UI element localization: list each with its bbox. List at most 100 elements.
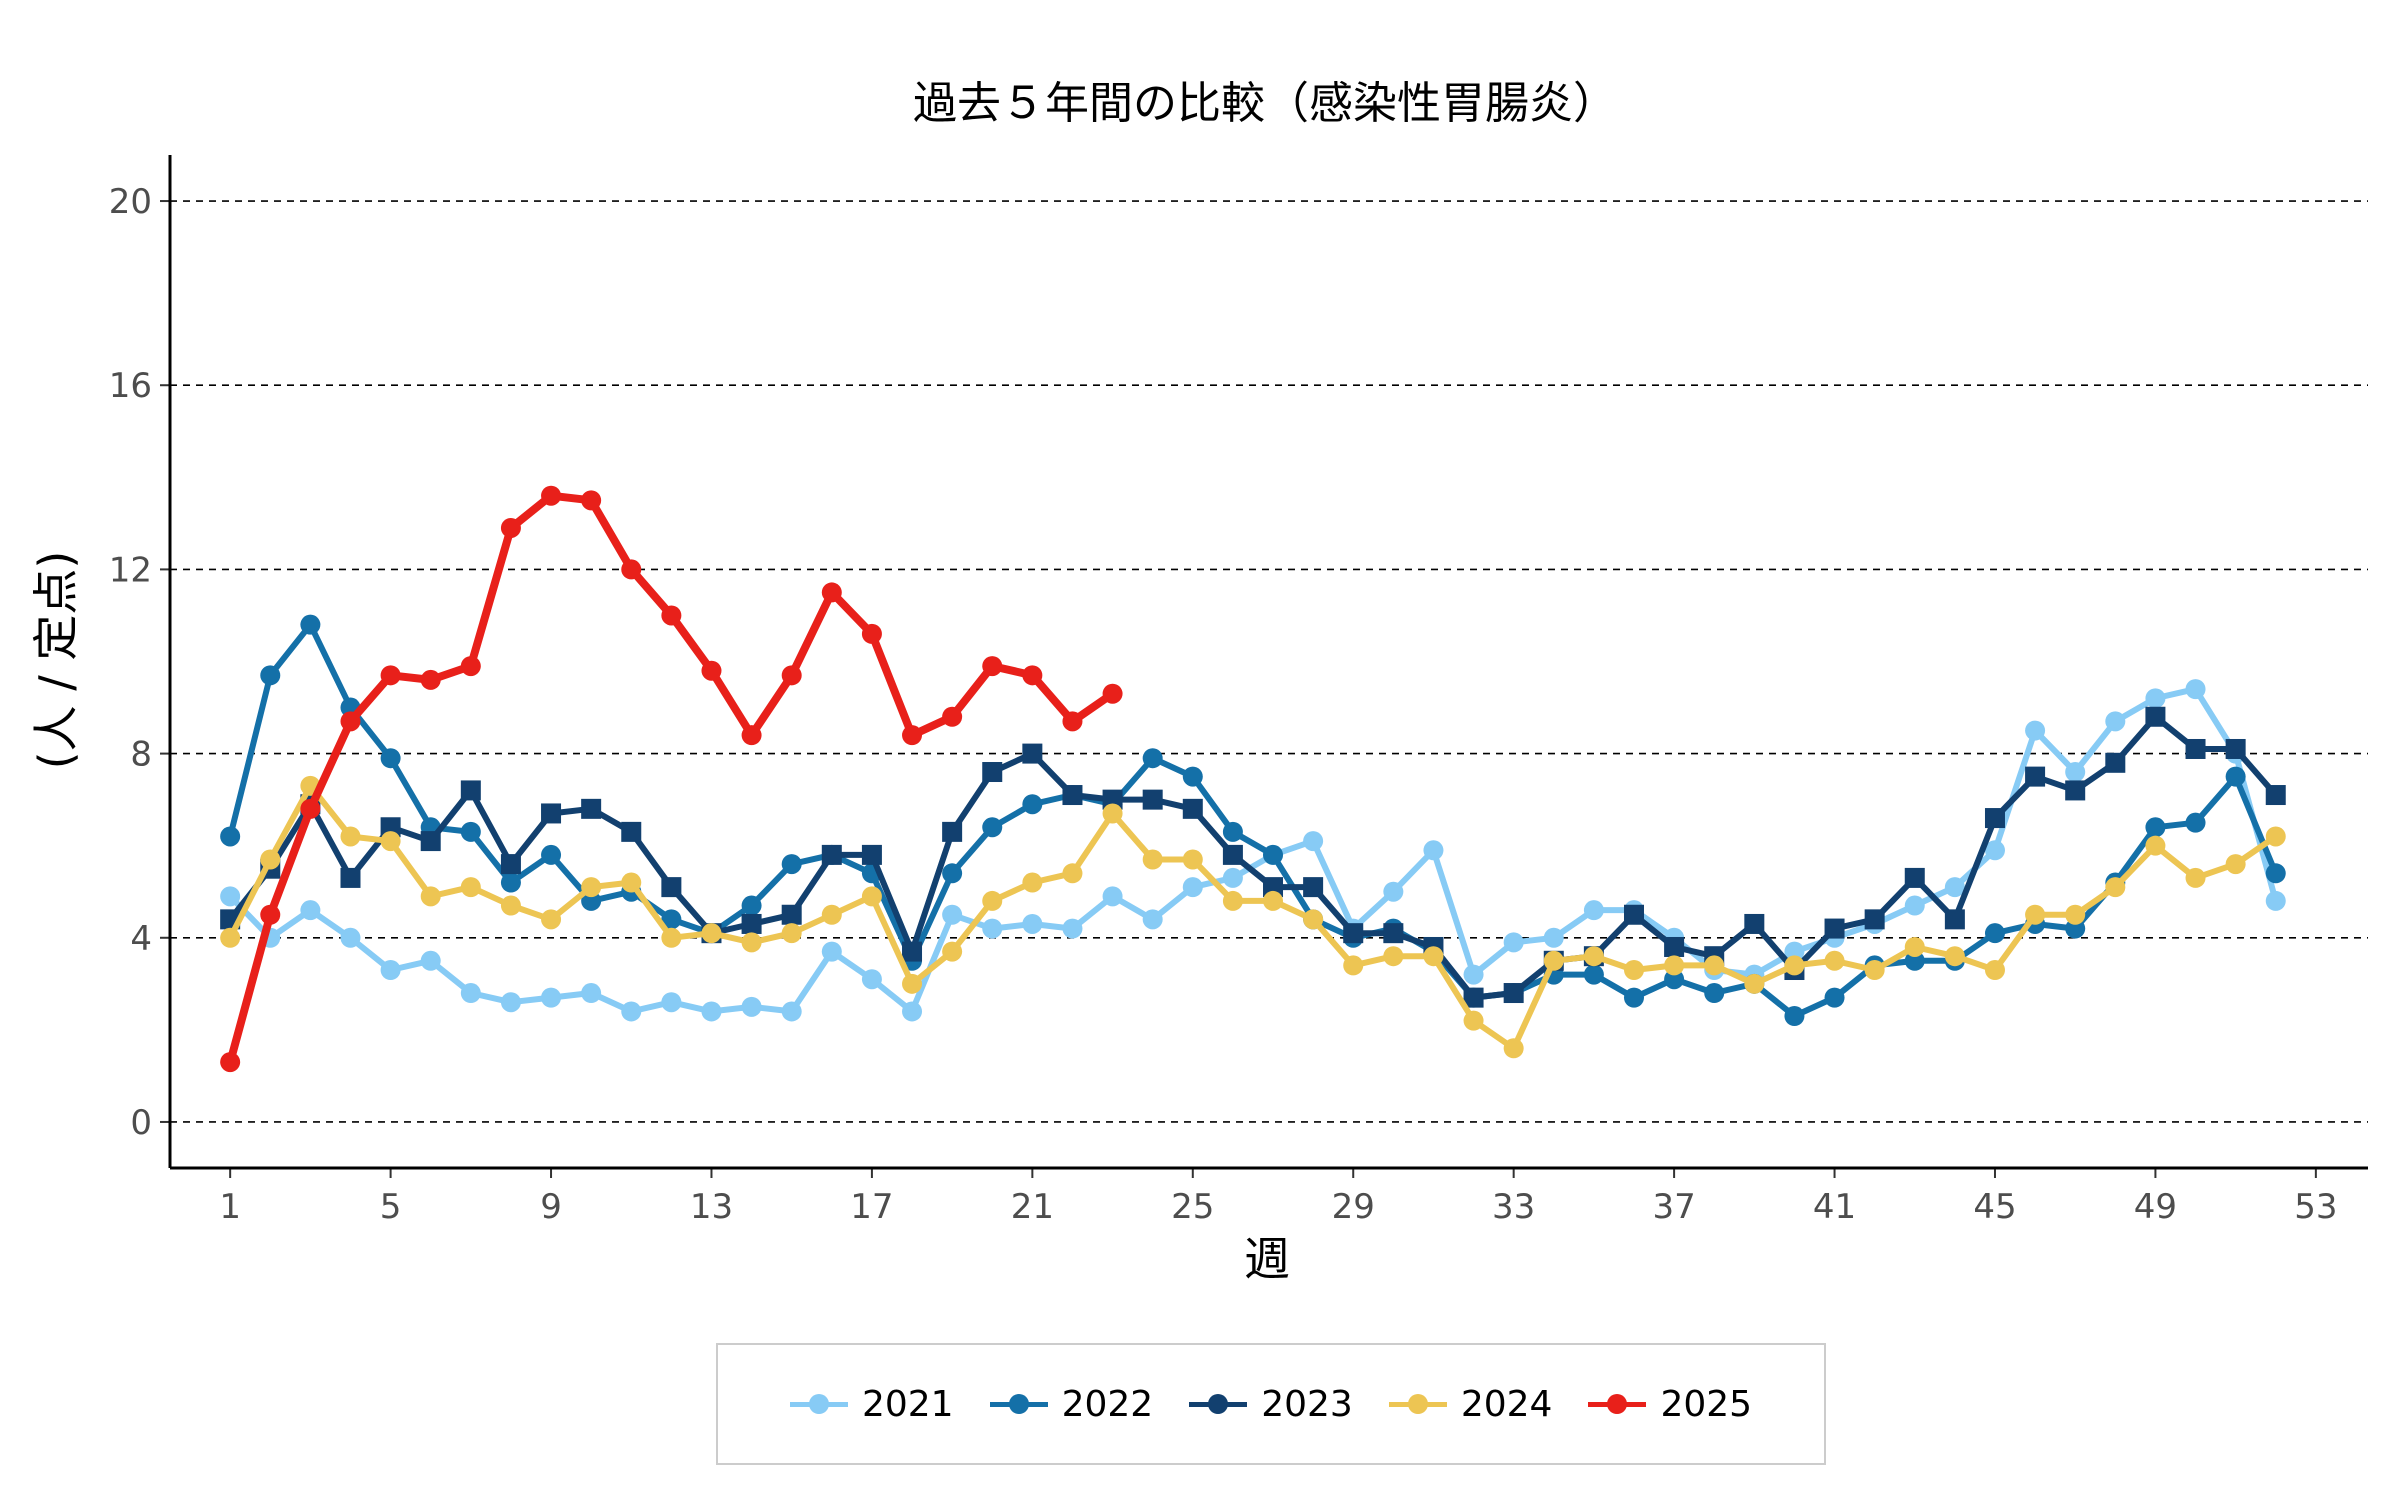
data-point bbox=[2265, 826, 2286, 847]
data-point bbox=[942, 821, 963, 842]
data-point bbox=[661, 909, 682, 930]
x-tick-label: 9 bbox=[540, 1187, 562, 1227]
legend-key bbox=[1189, 1389, 1248, 1419]
data-point bbox=[1503, 983, 1524, 1004]
data-point bbox=[861, 623, 882, 644]
data-point bbox=[1182, 766, 1203, 787]
data-point bbox=[1463, 964, 1484, 985]
data-point bbox=[2185, 867, 2206, 888]
data-point bbox=[2265, 785, 2286, 806]
data-point bbox=[1664, 969, 1685, 990]
data-point bbox=[821, 941, 842, 962]
data-point bbox=[1343, 923, 1364, 944]
data-point bbox=[741, 895, 762, 916]
data-point bbox=[1944, 909, 1965, 930]
data-point bbox=[621, 1001, 642, 1022]
data-point bbox=[1383, 881, 1404, 902]
data-point bbox=[1062, 918, 1083, 939]
data-point bbox=[541, 909, 562, 930]
legend: 2021 2022 2023 2024 2025 bbox=[716, 1343, 1826, 1465]
data-point bbox=[1664, 936, 1685, 957]
data-point bbox=[1022, 913, 1043, 934]
data-point bbox=[2185, 738, 2206, 759]
data-point bbox=[220, 1052, 241, 1073]
data-point bbox=[2185, 679, 2206, 700]
series-2021 bbox=[220, 679, 2286, 1022]
data-point bbox=[581, 490, 602, 511]
data-point bbox=[1944, 877, 1965, 898]
data-point bbox=[2025, 766, 2046, 787]
data-point bbox=[1543, 950, 1564, 971]
data-point bbox=[1984, 840, 2005, 861]
data-point bbox=[1383, 946, 1404, 967]
data-point bbox=[942, 706, 963, 727]
x-tick-label: 49 bbox=[2134, 1187, 2177, 1227]
data-point bbox=[1263, 877, 1284, 898]
data-point bbox=[1142, 748, 1163, 769]
data-point bbox=[1062, 863, 1083, 884]
data-point bbox=[1904, 867, 1925, 888]
series-2025 bbox=[220, 485, 1123, 1073]
data-point bbox=[581, 890, 602, 911]
gridlines bbox=[170, 200, 2368, 1123]
data-point bbox=[2065, 780, 2086, 801]
data-point bbox=[1623, 987, 1644, 1008]
legend-label: 2021 bbox=[861, 1383, 954, 1425]
legend-item: 2025 bbox=[1588, 1384, 1752, 1425]
data-point bbox=[1222, 867, 1243, 888]
legend-key bbox=[789, 1389, 848, 1419]
data-point bbox=[1824, 950, 1845, 971]
data-point bbox=[2105, 877, 2126, 898]
data-point bbox=[1303, 877, 1324, 898]
x-tick-label: 17 bbox=[850, 1187, 893, 1227]
data-point bbox=[420, 669, 441, 690]
data-point bbox=[741, 913, 762, 934]
data-point bbox=[2145, 706, 2166, 727]
data-point bbox=[741, 932, 762, 953]
x-tick-label: 37 bbox=[1652, 1187, 1695, 1227]
data-point bbox=[500, 992, 521, 1013]
chart-title: 過去５年間の比較（感染性胃腸炎） bbox=[913, 78, 1617, 129]
data-point bbox=[2065, 762, 2086, 783]
data-point bbox=[1022, 794, 1043, 815]
data-point bbox=[2145, 688, 2166, 709]
data-point bbox=[260, 904, 281, 925]
data-point bbox=[2065, 904, 2086, 925]
data-point bbox=[861, 844, 882, 865]
data-point bbox=[1904, 950, 1925, 971]
data-point bbox=[1423, 840, 1444, 861]
data-point bbox=[420, 831, 441, 852]
data-point bbox=[1022, 872, 1043, 893]
x-tick-label: 33 bbox=[1492, 1187, 1535, 1227]
x-tick-label: 45 bbox=[1973, 1187, 2016, 1227]
data-point bbox=[1744, 973, 1765, 994]
data-point bbox=[460, 656, 481, 677]
data-point bbox=[581, 877, 602, 898]
data-point bbox=[861, 969, 882, 990]
y-tick-label: 0 bbox=[130, 1103, 152, 1143]
data-point bbox=[1303, 909, 1324, 930]
data-point bbox=[1222, 821, 1243, 842]
data-point bbox=[220, 927, 241, 948]
data-point bbox=[982, 890, 1003, 911]
data-point bbox=[1423, 946, 1444, 967]
data-point bbox=[1784, 941, 1805, 962]
data-point bbox=[500, 872, 521, 893]
data-point bbox=[1824, 918, 1845, 939]
series-line bbox=[227, 782, 2279, 1052]
data-point bbox=[1463, 1010, 1484, 1031]
legend-key bbox=[989, 1389, 1048, 1419]
data-point bbox=[701, 923, 722, 944]
data-point bbox=[500, 854, 521, 875]
data-point bbox=[1383, 923, 1404, 944]
data-point bbox=[460, 780, 481, 801]
data-point bbox=[380, 960, 401, 981]
data-point bbox=[1583, 900, 1604, 921]
x-tick-label: 53 bbox=[2294, 1187, 2337, 1227]
data-point bbox=[902, 1001, 923, 1022]
legend-label: 2022 bbox=[1061, 1383, 1154, 1425]
data-point bbox=[741, 725, 762, 746]
y-tick-label: 20 bbox=[109, 182, 152, 222]
data-point bbox=[1583, 964, 1604, 985]
data-point bbox=[2265, 890, 2286, 911]
